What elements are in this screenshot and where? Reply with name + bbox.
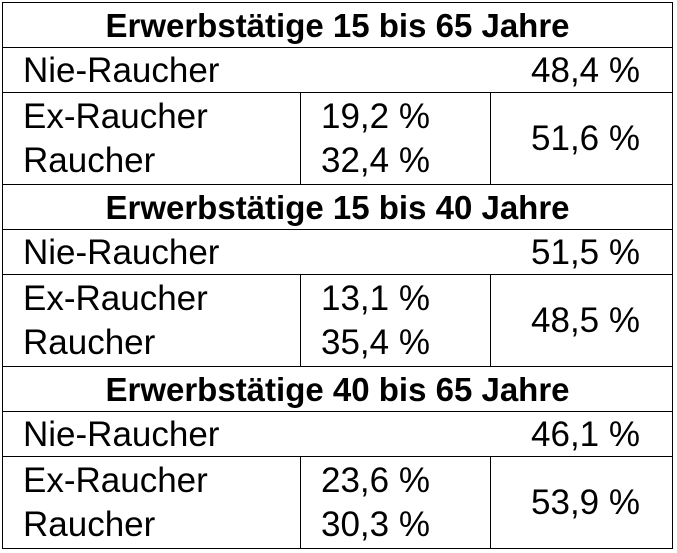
- section-title: Erwerbstätige 40 bis 65 Jahre: [3, 367, 672, 412]
- section-title: Erwerbstätige 15 bis 40 Jahre: [3, 185, 672, 230]
- ex-raucher-label: Ex-Raucher: [23, 279, 208, 318]
- raucher-group-row: Ex-Raucher Raucher 23,6 % 30,3 % 53,9 %: [3, 457, 672, 549]
- section-title: Erwerbstätige 15 bis 65 Jahre: [3, 3, 672, 48]
- combined-value: 48,5 %: [531, 301, 640, 340]
- nie-raucher-value: 51,5 %: [531, 233, 640, 272]
- raucher-value: 32,4 %: [321, 141, 430, 180]
- label-cell: Ex-Raucher Raucher: [3, 275, 301, 366]
- value-cell: 19,2 % 32,4 %: [301, 93, 491, 184]
- nie-raucher-row: Nie-Raucher 48,4 %: [3, 48, 672, 93]
- nie-raucher-label: Nie-Raucher: [23, 233, 220, 272]
- nie-raucher-value: 48,4 %: [531, 51, 640, 90]
- section-15-65: Erwerbstätige 15 bis 65 Jahre Nie-Rauche…: [3, 3, 672, 185]
- raucher-group-row: Ex-Raucher Raucher 13,1 % 35,4 % 48,5 %: [3, 275, 672, 367]
- ex-raucher-value: 23,6 %: [321, 461, 430, 500]
- combined-cell: 51,6 %: [491, 93, 672, 184]
- nie-raucher-label: Nie-Raucher: [23, 415, 220, 454]
- raucher-value: 30,3 %: [321, 505, 430, 544]
- combined-value: 51,6 %: [531, 119, 640, 158]
- combined-cell: 48,5 %: [491, 275, 672, 366]
- raucher-label: Raucher: [23, 505, 156, 544]
- ex-raucher-label: Ex-Raucher: [23, 461, 208, 500]
- nie-raucher-value: 46,1 %: [531, 415, 640, 454]
- value-cell: 23,6 % 30,3 %: [301, 457, 491, 549]
- ex-raucher-value: 13,1 %: [321, 279, 430, 318]
- value-cell: 13,1 % 35,4 %: [301, 275, 491, 366]
- combined-cell: 53,9 %: [491, 457, 672, 549]
- raucher-label: Raucher: [23, 141, 156, 180]
- combined-value: 53,9 %: [531, 483, 640, 522]
- raucher-label: Raucher: [23, 323, 156, 362]
- nie-raucher-row: Nie-Raucher 46,1 %: [3, 412, 672, 457]
- label-cell: Ex-Raucher Raucher: [3, 457, 301, 549]
- raucher-value: 35,4 %: [321, 323, 430, 362]
- label-cell: Ex-Raucher Raucher: [3, 93, 301, 184]
- nie-raucher-label: Nie-Raucher: [23, 51, 220, 90]
- ex-raucher-label: Ex-Raucher: [23, 97, 208, 136]
- section-15-40: Erwerbstätige 15 bis 40 Jahre Nie-Rauche…: [3, 185, 672, 367]
- section-40-65: Erwerbstätige 40 bis 65 Jahre Nie-Rauche…: [3, 367, 672, 549]
- raucher-group-row: Ex-Raucher Raucher 19,2 % 32,4 % 51,6 %: [3, 93, 672, 185]
- ex-raucher-value: 19,2 %: [321, 97, 430, 136]
- nie-raucher-row: Nie-Raucher 51,5 %: [3, 230, 672, 275]
